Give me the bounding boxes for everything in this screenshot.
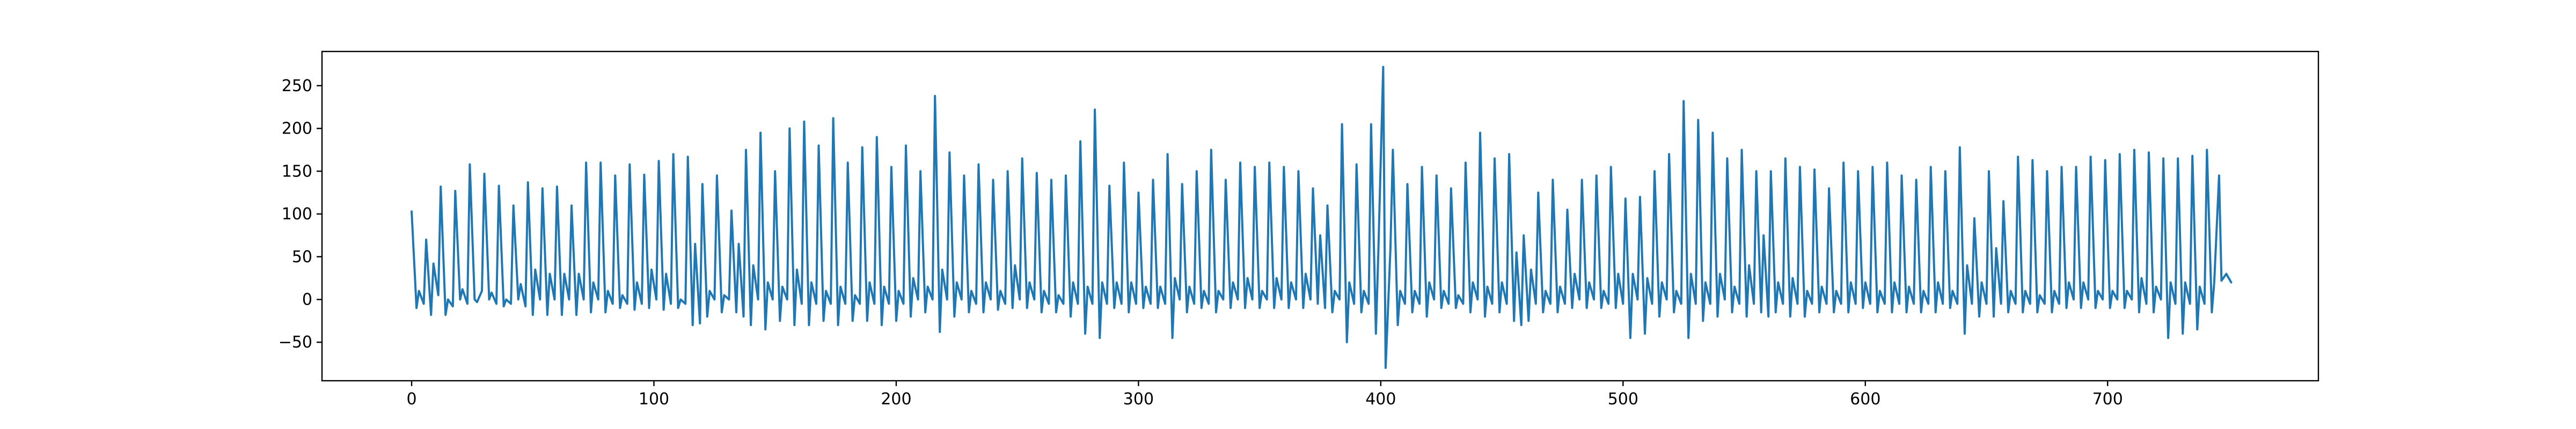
plot-frame (321, 50, 2319, 382)
x-tick-label: 300 (1123, 390, 1154, 409)
y-tick-label: 100 (282, 205, 312, 224)
x-tick-label: 600 (1850, 390, 1880, 409)
y-tick-label: 150 (282, 162, 312, 181)
x-tick-label: 500 (1608, 390, 1638, 409)
series-line (411, 65, 2233, 369)
y-tick-label: 50 (292, 248, 312, 267)
y-axis: −50 0 50 100 150 200 250 (279, 77, 322, 352)
y-tick-label: 200 (282, 120, 312, 138)
x-tick-label: 400 (1365, 390, 1396, 409)
x-tick-label: 700 (2092, 390, 2123, 409)
x-tick-label: 200 (881, 390, 911, 409)
x-axis: 0 100 200 300 400 500 600 700 (406, 381, 2123, 409)
x-tick-label: 0 (406, 390, 416, 409)
y-tick-label: 250 (282, 77, 312, 95)
y-tick-label: −50 (279, 333, 312, 352)
y-tick-label: 0 (302, 290, 312, 309)
x-tick-label: 100 (639, 390, 669, 409)
